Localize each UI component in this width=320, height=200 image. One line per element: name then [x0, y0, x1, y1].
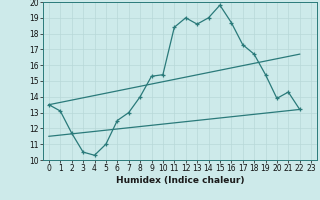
X-axis label: Humidex (Indice chaleur): Humidex (Indice chaleur) [116, 176, 244, 185]
